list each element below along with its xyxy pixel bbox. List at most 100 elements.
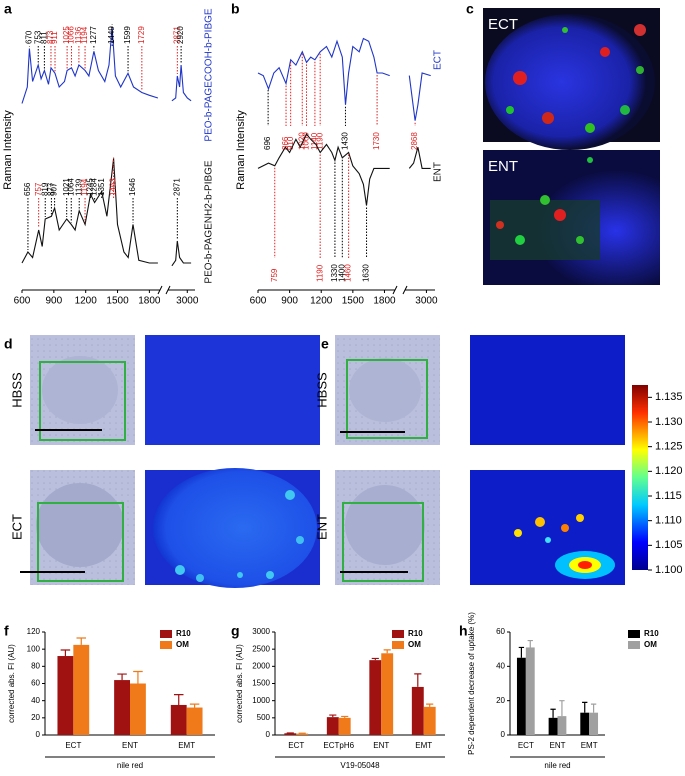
y-tick-label: 0 [36, 730, 41, 739]
image-label: HBSS [9, 372, 24, 408]
peak-label: 911 [50, 31, 59, 44]
x-axis-label: nile red [117, 761, 143, 770]
bar [589, 712, 599, 735]
bar [381, 653, 394, 735]
error-bar [133, 670, 143, 684]
y-tick-label: 2000 [252, 661, 270, 670]
error-bar [60, 649, 71, 657]
y-axis-label: corrected abs. FI (AU) [235, 644, 244, 723]
error-bar [329, 714, 337, 718]
peak-label: 1630 [362, 264, 371, 282]
legend-label: R10 [644, 629, 659, 638]
y-tick-label: 20 [496, 696, 505, 705]
peak-label: 656 [23, 182, 32, 196]
peak-label: 1190 [315, 264, 324, 282]
colorbar-tick-label: 1.115 [655, 490, 682, 502]
bar [296, 733, 309, 735]
bar [186, 707, 203, 735]
image-fluorescence [145, 335, 320, 445]
bar [411, 686, 424, 735]
x-tick-label: EMT [178, 741, 195, 750]
error-bar [550, 708, 556, 718]
x-tick-label: ECT [288, 741, 304, 750]
peak-label: 1194 [80, 26, 89, 44]
bar [114, 680, 130, 735]
error-bar [341, 715, 349, 718]
legend-swatch [392, 630, 404, 638]
bar [580, 712, 590, 735]
error-bar [527, 639, 533, 648]
image-label: ENT [314, 514, 329, 540]
y-tick-label: 20 [31, 713, 40, 722]
colorbar-tick-label: 1.120 [655, 465, 683, 477]
panel-label: b [231, 1, 240, 17]
x-tick-label: 900 [281, 296, 298, 307]
image-label: ECT [488, 16, 518, 33]
peak-label: 1066 [67, 26, 76, 44]
peak-label: 1730 [372, 132, 381, 150]
spectrum-line [21, 158, 192, 267]
peak-label: 866 [281, 136, 290, 150]
x-tick-label: 600 [14, 296, 31, 307]
peak-label: 1245 [86, 178, 95, 196]
y-axis-label: PS-2 dependent decrease of uptake (%) [467, 612, 476, 755]
panel-label: a [4, 1, 12, 17]
panel-label: h [459, 623, 468, 639]
error-bar [590, 703, 597, 713]
x-tick-label: ENT [373, 741, 389, 750]
peak-label: 696 [263, 136, 272, 150]
bar [516, 657, 526, 735]
peak-label: 1430 [341, 132, 350, 150]
peak-label: 877 [47, 182, 56, 196]
panel-label: d [4, 336, 13, 352]
x-tick-label: ECTpH6 [323, 741, 354, 750]
x-tick-label: 600 [250, 296, 267, 307]
image-label: HBSS [314, 372, 329, 408]
image-fluorescence [470, 470, 625, 585]
x-axis-label: nile red [544, 761, 570, 770]
image-fluorescence [470, 335, 625, 445]
bar [369, 660, 382, 735]
series-label: ENT [433, 162, 444, 182]
y-tick-label: 80 [31, 661, 40, 670]
y-tick-label: 1500 [252, 679, 270, 688]
peak-label: 2920 [176, 26, 185, 44]
x-tick-label: ENT [550, 741, 566, 750]
peak-label: 1020 [297, 132, 306, 150]
error-bar [117, 673, 127, 681]
y-tick-label: 60 [31, 679, 40, 688]
x-tick-label: EMT [415, 741, 432, 750]
error-bar [173, 694, 184, 705]
peak-label: 1021 [62, 178, 71, 196]
x-tick-label: ECT [518, 741, 534, 750]
y-tick-label: 0 [266, 730, 271, 739]
series-label: PEO-b-PAGECOOH-b-PIBGE [204, 8, 215, 142]
x-tick-label: 1800 [373, 296, 396, 307]
y-tick-label: 120 [27, 627, 41, 636]
image-brightfield [30, 335, 135, 445]
panel-label: g [231, 623, 240, 639]
error-bar [426, 703, 434, 707]
bar [557, 716, 567, 735]
peak-label: 1140 [310, 132, 319, 150]
peak-label: 1284 [90, 178, 99, 196]
axis-break [157, 285, 171, 295]
x-tick-label: 3000 [415, 296, 438, 307]
colorbar-tick-label: 1.105 [655, 539, 683, 551]
bar [423, 706, 436, 735]
image-ect-raman [483, 8, 660, 150]
peak-label: 2871 [172, 178, 181, 196]
peak-label: 1460 [344, 264, 353, 282]
bar [284, 733, 297, 735]
peak-label: 1449 [107, 26, 116, 44]
error-bar [559, 700, 565, 717]
x-axis-label: V19-05048 [340, 761, 380, 770]
y-tick-label: 60 [496, 627, 505, 636]
colorbar-tick-label: 1.125 [655, 441, 683, 453]
y-tick-label: 500 [257, 713, 271, 722]
peak-label: 1060 [302, 132, 311, 150]
legend-label: R10 [176, 629, 191, 638]
peak-label: 753 [33, 30, 42, 44]
bar [338, 717, 351, 735]
